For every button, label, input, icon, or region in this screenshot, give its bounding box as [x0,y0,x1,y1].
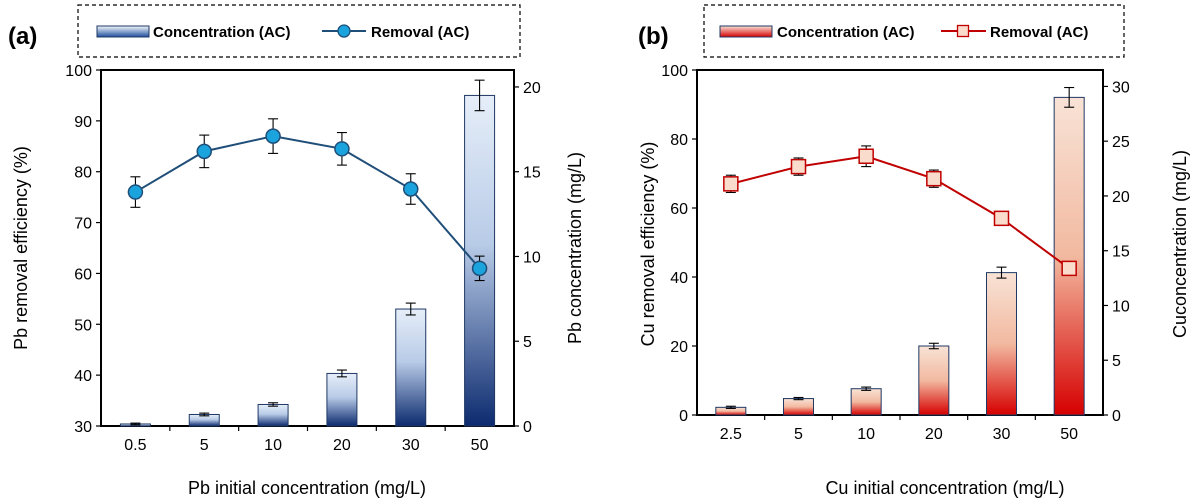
panel-b-y-left-tick-label: 40 [670,270,688,287]
panel-b-x-tick-label: 2.5 [720,426,742,443]
panel-a-y-left-tick-label: 40 [74,368,92,385]
panel-a-legend-bar-label: Concentration (AC) [153,24,291,41]
panel-a-y-right-tick-label: 0 [523,419,532,436]
panel-b-x-tick-label: 20 [925,426,943,443]
panel-b-data-point [858,148,874,164]
panel-a-y-right-tick-label: 10 [523,249,541,266]
panel-b-bar [918,345,950,416]
panel-b-y-left-label: Cu removal efficiency (%) [638,142,658,347]
panel-b-bar [783,398,814,416]
panel-b-x-tick-label: 5 [794,426,803,443]
panel-a-y-right-tick-label: 20 [523,80,541,97]
panel-b-legend-bar-swatch [719,25,773,38]
panel-b-y-left-tick-label: 80 [670,132,688,149]
panel-a-y-left-label: Pb removal efficiency (%) [11,146,31,350]
panel-b-y-right-tick-label: 15 [1112,244,1130,261]
panel-a-y-left-tick-label: 70 [74,216,92,233]
panel-b-y-right-label: Cuconcentration (mg/L) [1170,150,1190,338]
panel-a-removal-line [134,135,481,269]
panel-b-x-tick-label: 30 [993,426,1011,443]
panel-b-x-label: Cu initial concentration (mg/L) [825,478,1064,498]
panel-b-removal-line [730,155,1070,270]
panel-a-x-tick-label: 0.5 [124,437,146,454]
panel-b-legend-marker [956,24,970,38]
panel-b-data-point [790,158,807,175]
panel-b-y-right-tick-label: 5 [1112,353,1121,370]
panel-a-x-tick-label: 50 [471,437,489,454]
panel-a-bar [395,308,427,427]
panel-b-legend-bar-label: Concentration (AC) [777,24,915,41]
panel-a-label: (a) [8,23,37,50]
panel-a-plot: 30 40 50 60 70 80 90 100 0 5 10 15 20 0.5 5 10 20 30 50 [65,63,541,454]
panel-a-data-point [127,184,144,200]
panel-a-x-tick-label: 30 [402,437,420,454]
panel-b-legend-line-label: Removal (AC) [990,24,1088,41]
panel-a-y-left-tick-label: 30 [74,419,92,436]
panel-a-y-left-tick-label: 100 [65,63,92,80]
panel-a-bar [257,403,289,427]
panel-a-y-left-tick-label: 90 [74,114,92,131]
panel-b-label: (b) [638,23,669,50]
panel-a-x-tick-label: 10 [264,437,282,454]
panel-a-y-right-label: Pb concentration (mg/L) [565,152,585,344]
panel-b-y-left-tick-label: 0 [679,408,688,425]
panel-b-data-point [1061,260,1077,277]
panel-a-y-left-tick-label: 60 [74,266,92,283]
panel-b-y-right-tick-label: 30 [1112,79,1130,96]
panel-a: (a) Concentration (AC) Removal (AC) 30 40… [8,4,585,498]
panel-b-y-right-tick-label: 25 [1112,134,1130,151]
panel-b-x-tick-label: 50 [1060,426,1078,443]
panel-b-y-right-tick-label: 0 [1112,408,1121,425]
panel-a-x-tick-label: 5 [200,437,209,454]
panel-b-y-right-tick-label: 10 [1112,298,1130,315]
panel-a-data-point [403,181,419,197]
panel-a-y-left-tick-label: 80 [74,165,92,182]
panel-a-plot-frame [100,69,515,427]
panel-b: (b) Concentration (AC) Removal (AC) 0 20 4… [638,4,1190,498]
panel-b-y-left-tick-label: 20 [670,339,688,356]
panel-b-legend: Concentration (AC) Removal (AC) [703,4,1125,58]
panel-a-y-right-tick-label: 15 [523,165,541,182]
panel-b-y-left-tick-label: 60 [670,201,688,218]
panel-b-x-tick-label: 10 [857,426,875,443]
panel-a-legend-marker [337,24,351,38]
panel-a-x-tick-label: 20 [333,437,351,454]
panel-a-data-point [265,128,281,144]
panel-a-data-point [471,260,488,277]
panel-a-data-point [196,143,212,160]
panel-b-legend-box [703,4,1125,58]
panel-b-y-right-tick-label: 20 [1112,189,1130,206]
panel-b-data-point [993,210,1010,227]
panel-a-data-point [334,141,350,157]
panel-b-plot-frame [696,69,1104,416]
panel-a-legend-line-label: Removal (AC) [371,24,469,41]
panel-b-bar [986,272,1017,416]
panel-a-x-label: Pb initial concentration (mg/L) [188,478,426,498]
panel-b-bar [850,388,882,416]
panel-a-legend: Concentration (AC) Removal (AC) [77,4,521,58]
panel-b-data-point [926,170,942,187]
panel-a-y-left-tick-label: 50 [74,317,92,334]
panel-b-y-left-tick-label: 100 [661,63,688,80]
panel-a-legend-box [77,4,521,58]
panel-b-plot: 0 20 40 60 80 100 0 5 10 15 20 25 30 2.5 5 10 20 30 50 [661,63,1130,443]
panel-a-legend-bar-swatch [96,25,150,38]
panel-a-bar [326,372,358,427]
panel-b-data-point [723,176,739,192]
panel-b-bar [1053,96,1085,416]
panel-a-y-right-tick-label: 5 [523,334,532,351]
